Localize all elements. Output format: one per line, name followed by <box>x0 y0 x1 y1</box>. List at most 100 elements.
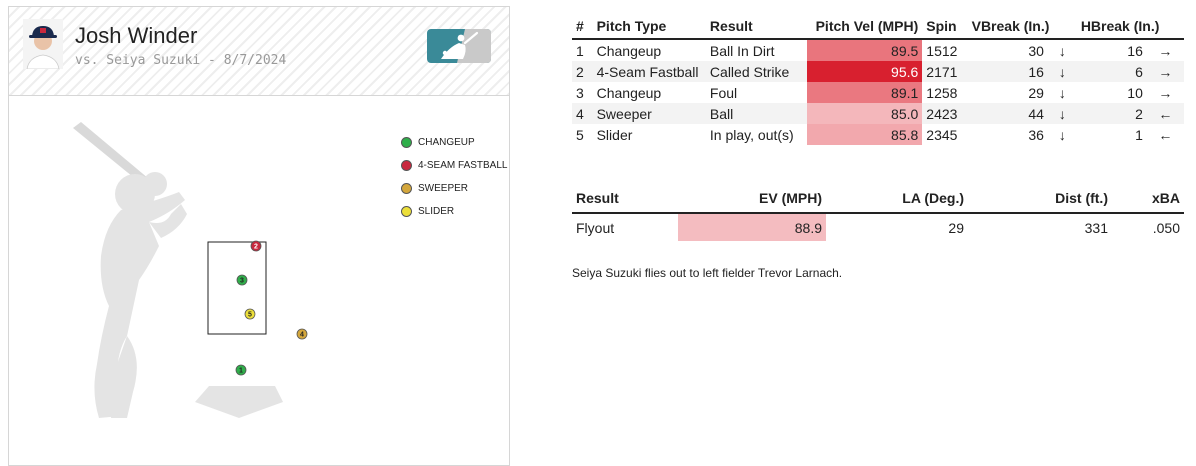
changeup-dot-icon <box>401 137 412 148</box>
col-pitch-type: Pitch Type <box>592 14 706 40</box>
pitch-result: Ball In Dirt <box>709 42 775 59</box>
legend-item: SWEEPER <box>401 177 507 200</box>
pitch-hbreak: 1 <box>1135 126 1143 143</box>
pitch-spin: 2171 <box>922 61 968 82</box>
pitch-marker: 4 <box>296 328 308 340</box>
col-vbreak: VBreak (In.) <box>967 14 1077 40</box>
pitch-velocity: 89.5 <box>806 39 923 61</box>
pitch-marker-dot <box>250 240 262 252</box>
col-ev: EV (MPH) <box>678 184 826 214</box>
col-pitch-vel: Pitch Vel (MPH) <box>806 14 923 40</box>
expected-ba: .050 <box>1152 219 1180 236</box>
pitch-vbreak: 16 <box>967 61 1048 82</box>
pitch-type: Slider <box>596 126 633 143</box>
pitch-vbreak: 30 <box>1028 42 1044 59</box>
pitch-number: 4 <box>572 103 593 124</box>
batted-ball-result: Flyout <box>576 219 615 236</box>
pitch-vbreak: 44 <box>967 103 1048 124</box>
pitch-hbreak: 6 <box>1076 61 1147 82</box>
right-arrow-icon: → <box>1146 61 1184 82</box>
pitch-type: Sweeper <box>592 103 706 124</box>
batted-ball-header: Result EV (MPH) LA (Deg.) Dist (ft.) xBA <box>572 184 1184 214</box>
col-hbreak: HBreak (In.) <box>1076 14 1184 40</box>
legend-item: SLIDER <box>401 200 507 223</box>
pitch-location-card: Josh Winder vs. Seiya Suzuki - 8/7/2024 … <box>8 6 510 466</box>
legend-item: CHANGEUP <box>401 131 507 154</box>
right-arrow-icon: → <box>1158 42 1173 59</box>
pitch-number: 1 <box>576 42 584 59</box>
col-result: Result <box>572 184 678 214</box>
pitch-row: 3 Changeup Foul 89.1 1258 29 ↓ 10 → <box>572 82 1184 103</box>
pitch-marker-dot <box>235 364 247 376</box>
play-description: Seiya Suzuki flies out to left fielder T… <box>572 266 843 280</box>
col-la: LA (Deg.) <box>826 184 968 214</box>
pitch-row: 2 4-Seam Fastball Called Strike 95.6 217… <box>572 61 1184 82</box>
pitch-marker-dot <box>296 328 308 340</box>
batter-silhouette <box>73 122 187 418</box>
pitch-velocity: 95.6 <box>806 61 923 82</box>
pitch-type: Changeup <box>596 84 662 101</box>
pitch-velocity: 85.8 <box>806 124 923 145</box>
player-avatar <box>23 19 63 69</box>
pitch-velocity: 85.0 <box>806 103 923 124</box>
legend-label: 4-SEAM FASTBALL <box>418 160 508 171</box>
col-xba: xBA <box>1112 184 1184 214</box>
pitch-hbreak: 10 <box>1127 84 1143 101</box>
batted-ball-table: Result EV (MPH) LA (Deg.) Dist (ft.) xBA… <box>572 184 1184 241</box>
right-arrow-icon: → <box>1158 84 1173 101</box>
pitch-result: Ball <box>705 103 807 124</box>
launch-angle: 29 <box>948 219 964 236</box>
pitch-spin: 2423 <box>922 103 968 124</box>
pitch-number: 2 <box>572 61 593 82</box>
strike-zone-box <box>207 241 267 335</box>
pitch-result: Foul <box>709 84 738 101</box>
pitch-spin: 2345 <box>926 126 958 143</box>
legend-label: CHANGEUP <box>418 137 475 148</box>
pitch-marker-number: 1 <box>239 368 243 375</box>
sweeper-dot-icon <box>401 183 412 194</box>
col-dist: Dist (ft.) <box>968 184 1112 214</box>
down-arrow-icon: ↓ <box>1058 126 1066 143</box>
strike-zone-chart: 1 2 3 4 5 <box>73 122 308 418</box>
batted-ball-row: Flyout 88.9 29 331 .050 <box>572 213 1184 241</box>
pitch-marker-number: 2 <box>254 244 258 251</box>
pitch-velocity: 89.1 <box>806 82 923 103</box>
home-plate <box>195 386 283 418</box>
pitcher-name: Josh Winder <box>75 23 198 48</box>
down-arrow-icon: ↓ <box>1058 84 1066 101</box>
pitch-table: # Pitch Type Result Pitch Vel (MPH) Spin… <box>572 14 1184 145</box>
pitch-row: 4 Sweeper Ball 85.0 2423 44 ↓ 2 ← <box>572 103 1184 124</box>
left-arrow-icon: ← <box>1146 103 1184 124</box>
pitch-marker: 1 <box>235 364 247 376</box>
hit-distance: 331 <box>1084 219 1108 236</box>
down-arrow-icon: ↓ <box>1047 61 1077 82</box>
pitch-row: 5 Slider In play, out(s) 85.8 2345 36 ↓ … <box>572 124 1184 145</box>
pitch-table-header: # Pitch Type Result Pitch Vel (MPH) Spin… <box>572 14 1184 40</box>
pitch-spin: 1512 <box>926 42 958 59</box>
mlb-logo-icon <box>427 29 491 63</box>
pitch-row: 1 Changeup Ball In Dirt 89.5 1512 30 ↓ 1… <box>572 39 1184 61</box>
col-number: # <box>572 14 593 40</box>
pitch-marker-number: 3 <box>240 278 244 285</box>
pitch-markers: 1 2 3 4 5 <box>235 240 308 376</box>
pitch-vbreak: 36 <box>1028 126 1044 143</box>
pitch-type: 4-Seam Fastball <box>592 61 706 82</box>
slider-dot-icon <box>401 206 412 217</box>
pitch-marker-number: 5 <box>248 312 252 319</box>
pitch-type: Changeup <box>596 42 662 59</box>
legend-label: SLIDER <box>418 206 455 217</box>
pitch-marker: 5 <box>244 308 256 320</box>
pitch-vbreak: 29 <box>1028 84 1044 101</box>
pitch-number: 5 <box>576 126 584 143</box>
pitch-marker: 2 <box>250 240 262 252</box>
pitch-result: In play, out(s) <box>709 126 794 143</box>
pitch-hbreak: 16 <box>1127 42 1143 59</box>
pitch-legend: CHANGEUP 4-SEAM FASTBALL SWEEPER SLIDER <box>401 131 507 223</box>
pitch-marker-dot <box>236 274 248 286</box>
pitch-number: 3 <box>576 84 584 101</box>
col-result: Result <box>705 14 807 40</box>
legend-item: 4-SEAM FASTBALL <box>401 154 507 177</box>
pitch-marker-number: 4 <box>300 332 304 339</box>
exit-velocity: 88.9 <box>678 213 826 241</box>
col-spin: Spin <box>922 14 968 40</box>
